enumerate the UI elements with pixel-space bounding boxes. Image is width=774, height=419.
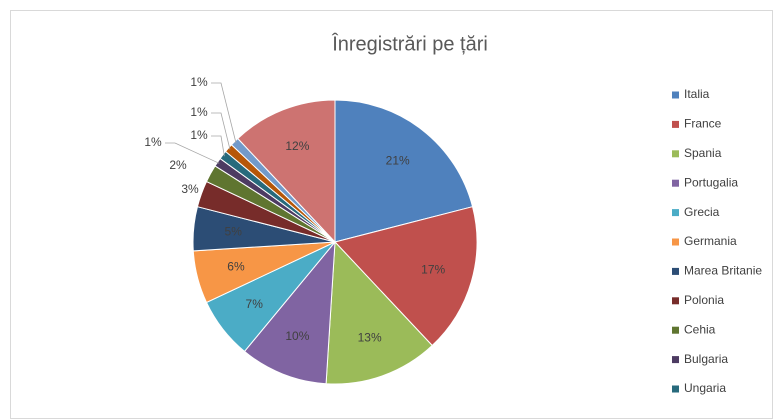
data-label: 1%	[144, 135, 162, 149]
legend-swatch	[672, 385, 679, 393]
legend-label: France	[684, 117, 722, 131]
data-label: 21%	[386, 153, 410, 167]
pie-slice	[334, 99, 474, 243]
legend-swatch	[672, 91, 679, 99]
data-label: 2%	[169, 158, 187, 172]
data-label: 6%	[227, 260, 245, 274]
legend-label: Bulgaria	[684, 352, 728, 366]
legend-swatch	[672, 238, 679, 246]
pie-slice	[243, 240, 336, 385]
legend-label: Germania	[684, 234, 737, 248]
legend-label: Polonia	[684, 293, 724, 307]
leader-line	[211, 112, 231, 150]
data-label: 1%	[190, 105, 208, 119]
pie-slice	[237, 99, 336, 244]
data-label: 10%	[285, 329, 309, 343]
data-label: 13%	[358, 330, 382, 344]
chart-title: Înregistrări pe țări	[331, 32, 488, 55]
data-label: 5%	[225, 225, 243, 239]
legend-swatch	[672, 179, 679, 187]
data-label: 1%	[190, 75, 208, 89]
pie-slice	[325, 240, 433, 385]
legend-swatch	[672, 120, 679, 128]
data-label: 3%	[181, 182, 199, 196]
legend-swatch	[672, 209, 679, 217]
legend-label: Spania	[684, 146, 722, 160]
legend-swatch	[672, 326, 679, 334]
legend-swatch	[672, 297, 679, 305]
leader-line	[211, 135, 225, 157]
legend-swatch	[672, 150, 679, 158]
leader-line	[211, 82, 237, 144]
legend-label: Portugalia	[684, 175, 738, 189]
leader-line	[165, 142, 220, 164]
data-label: 1%	[190, 128, 208, 142]
legend-swatch	[672, 356, 679, 364]
data-label: 17%	[421, 263, 445, 277]
legend-label: Ungaria	[684, 381, 726, 395]
legend-label: Cehia	[684, 322, 716, 336]
legend-label: Italia	[684, 87, 710, 101]
legend-label: Grecia	[684, 205, 720, 219]
legend-swatch	[672, 267, 679, 275]
legend-label: Marea Britanie	[684, 264, 762, 278]
data-label: 12%	[285, 139, 309, 153]
pie-slice	[334, 206, 478, 347]
data-label: 7%	[246, 297, 264, 311]
